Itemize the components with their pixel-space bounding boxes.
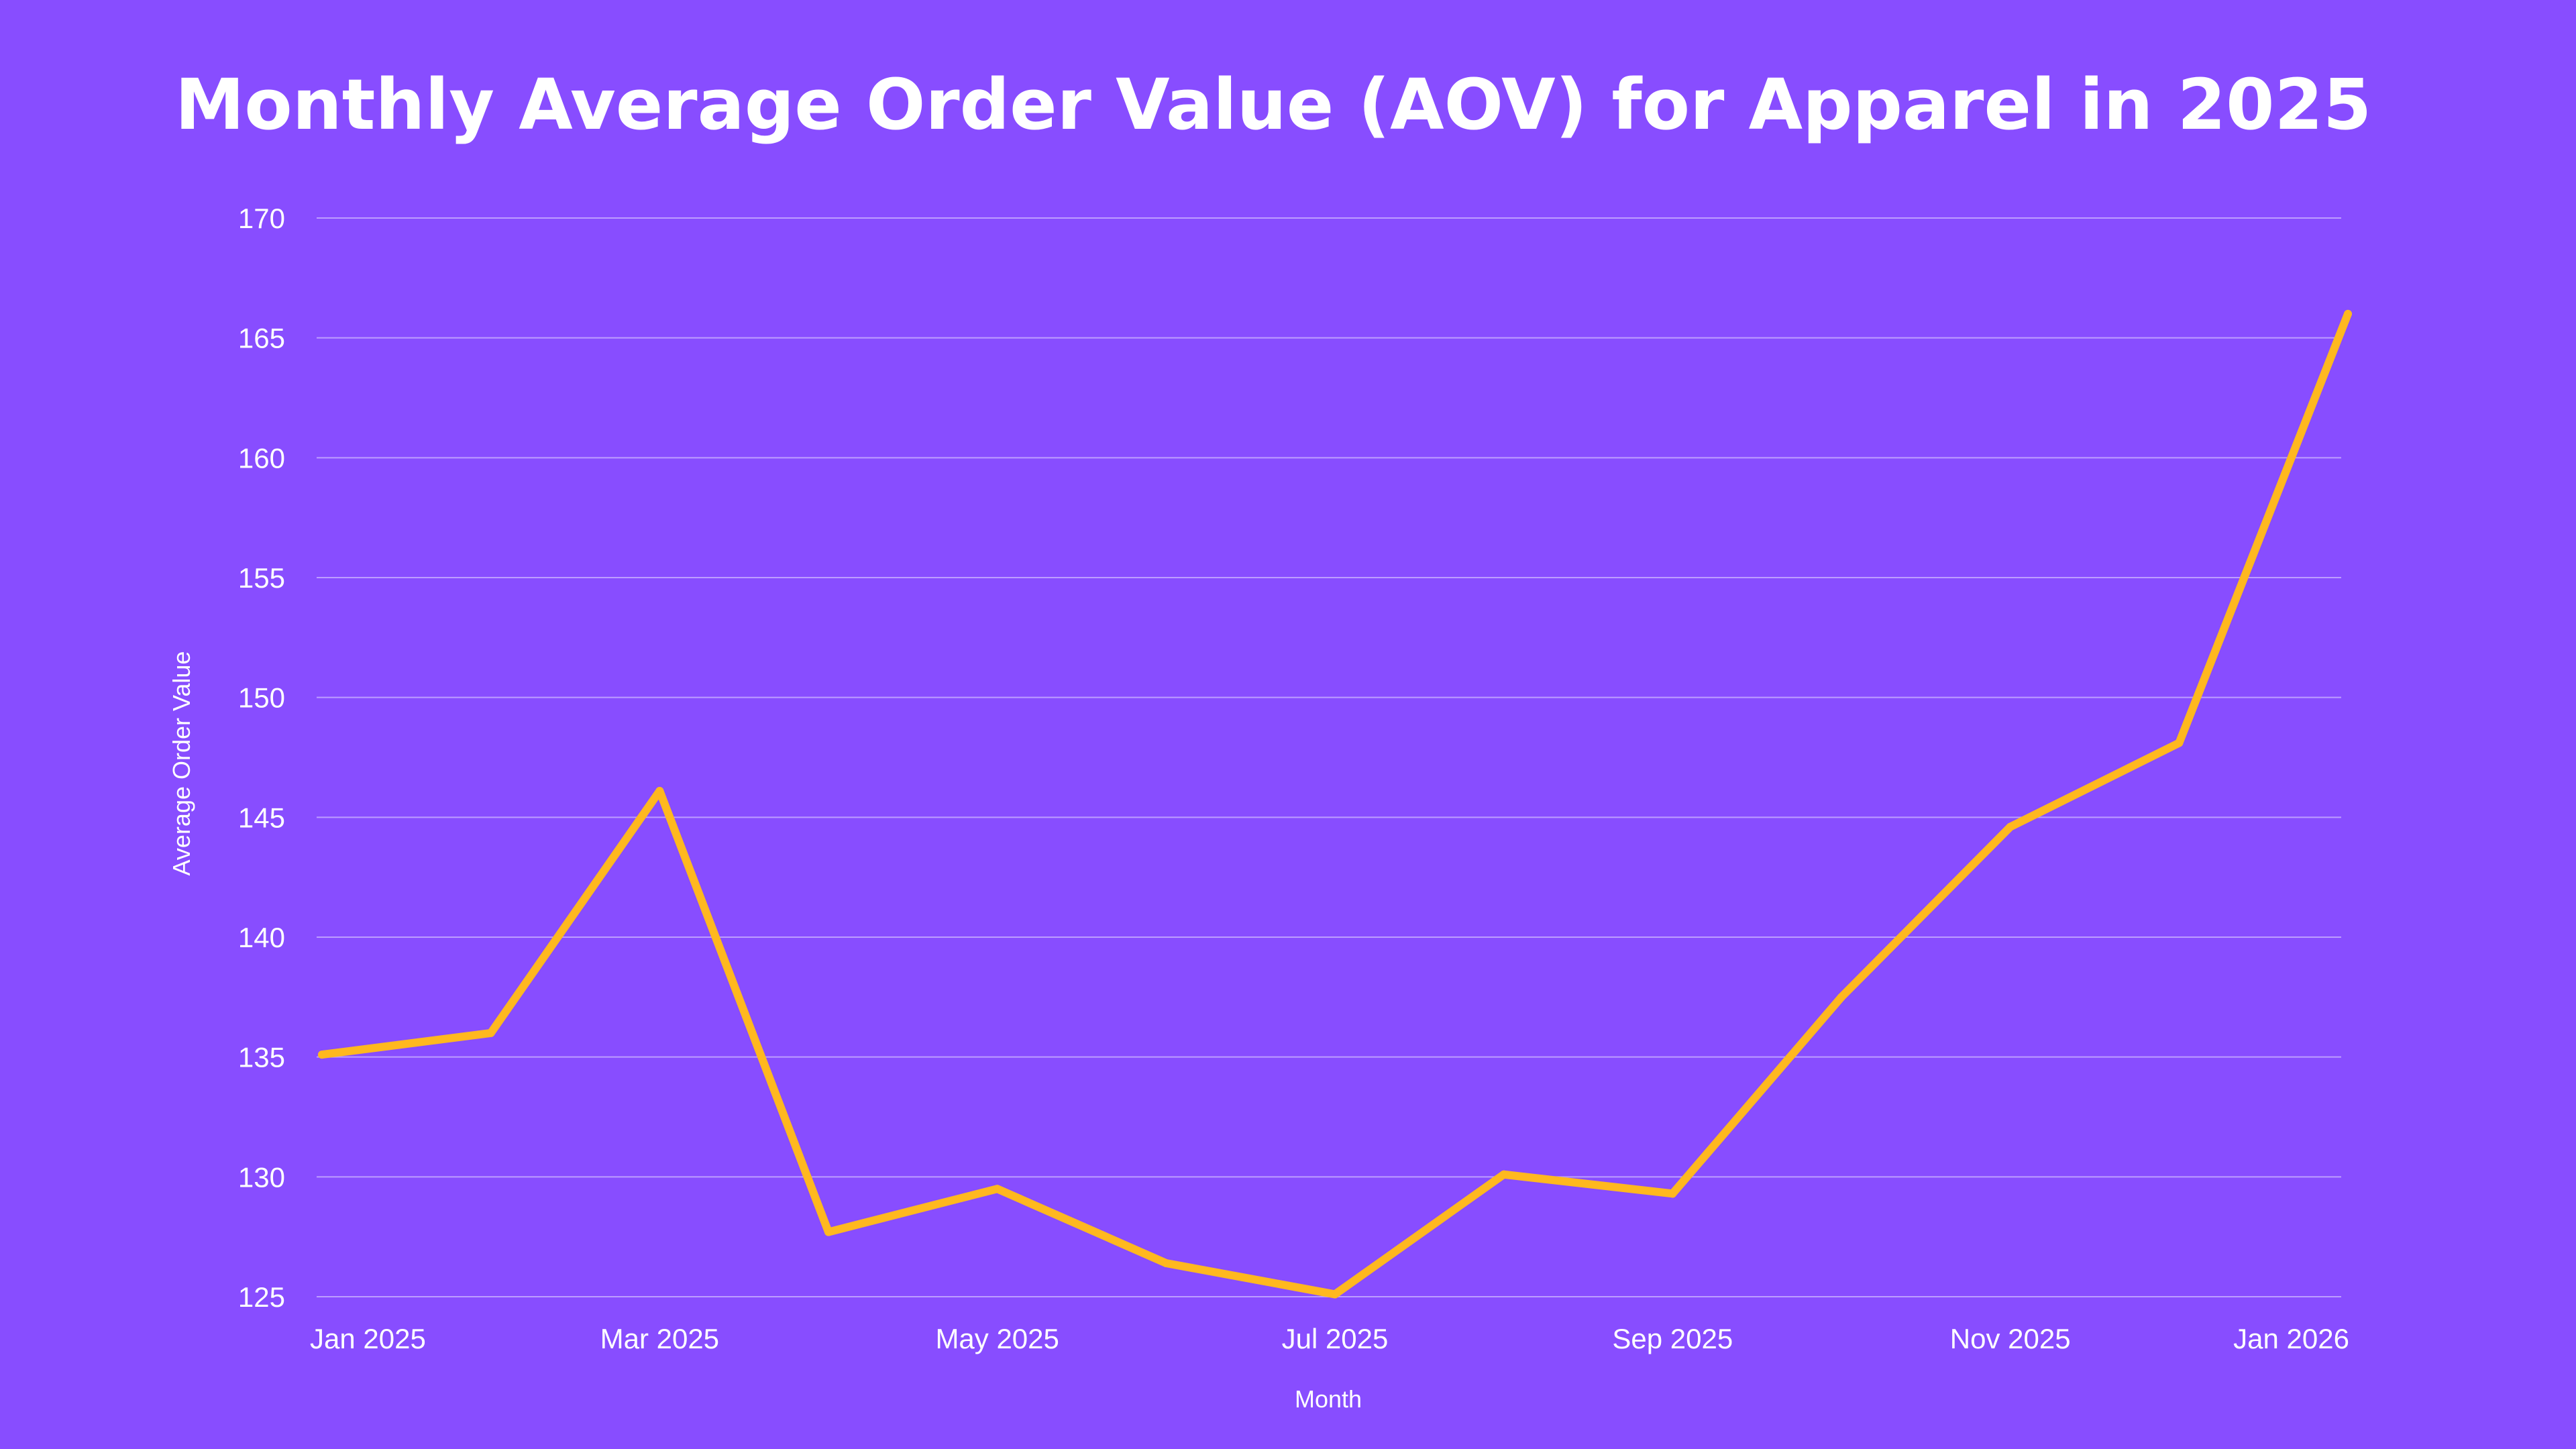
- data-point: [655, 787, 664, 796]
- series-line-aov: [318, 309, 2352, 1299]
- x-tick-label: Jan 2026: [2233, 1323, 2349, 1354]
- data-point: [1668, 1189, 1677, 1198]
- data-point: [2344, 309, 2352, 318]
- y-axis-title: Average Order Value: [168, 651, 195, 876]
- x-axis-ticks: Jan 2025 Mar 2025 May 2025 Jul 2025 Sep 2025…: [310, 1323, 2349, 1354]
- y-tick-label: 150: [238, 682, 285, 714]
- data-point: [1837, 993, 1845, 1002]
- x-tick-label: May 2025: [935, 1323, 1059, 1354]
- gridlines: [317, 217, 2341, 1297]
- series-layer: [318, 309, 2352, 1299]
- y-tick-label: 155: [238, 562, 285, 594]
- y-tick-label: 140: [238, 922, 285, 953]
- y-tick-label: 170: [238, 203, 285, 234]
- chart-title: Monthly Average Order Value (AOV) for Ap…: [175, 64, 2371, 146]
- y-tick-label: 125: [238, 1281, 285, 1313]
- y-tick-label: 130: [238, 1161, 285, 1193]
- data-point: [1331, 1290, 1339, 1299]
- y-tick-label: 145: [238, 802, 285, 833]
- data-point: [993, 1185, 1002, 1193]
- x-tick-label: Jul 2025: [1282, 1323, 1389, 1354]
- x-tick-label: Jan 2025: [310, 1323, 426, 1354]
- x-tick-label: Nov 2025: [1950, 1323, 2071, 1354]
- x-tick-label: Mar 2025: [600, 1323, 719, 1354]
- data-point: [1499, 1170, 1508, 1179]
- data-point: [2175, 739, 2184, 747]
- x-tick-label: Sep 2025: [1612, 1323, 1733, 1354]
- y-axis-ticks: 125 130 135 140 145 150 155 160 165 170: [238, 203, 285, 1313]
- data-point: [486, 1028, 495, 1037]
- y-tick-label: 165: [238, 323, 285, 354]
- data-point: [824, 1228, 833, 1236]
- data-point: [318, 1051, 326, 1059]
- data-point: [2006, 822, 2015, 831]
- y-tick-label: 160: [238, 442, 285, 474]
- data-point: [1162, 1258, 1171, 1267]
- x-axis-title: Month: [1295, 1385, 1362, 1413]
- y-tick-label: 135: [238, 1042, 285, 1073]
